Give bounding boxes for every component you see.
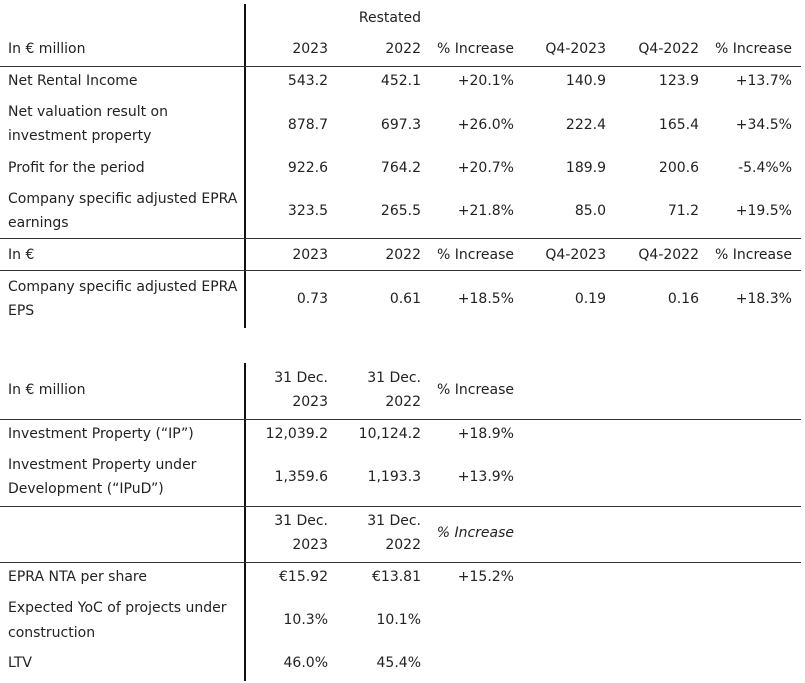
value-col-1: 46.0% (283, 655, 328, 671)
header-2-col-2-line-2: 2022 (385, 537, 421, 553)
row-label: LTV (8, 655, 33, 671)
value-q4-2022: 165.4 (658, 117, 699, 133)
value-2022: 0.61 (389, 291, 421, 307)
value-increase: +26.0% (457, 117, 514, 133)
value-2023: 543.2 (287, 73, 328, 89)
header-2-col-increase: % Increase (436, 525, 514, 541)
subheader-col-q4-2022: Q4-2022 (638, 247, 699, 263)
row-label-line-2: earnings (8, 215, 69, 231)
row-label-line-2: Development (“IPuD”) (8, 481, 164, 497)
value-q4-2023: 222.4 (565, 117, 606, 133)
header-col-increase: % Increase (437, 41, 514, 57)
value-2023: 878.7 (287, 117, 328, 133)
row-label-line-1: Expected YoC of projects under (8, 600, 227, 616)
row-label-line-2: construction (8, 625, 96, 641)
header-col-2-line-2: 2022 (385, 394, 421, 410)
value-col-1: 1,359.6 (274, 469, 328, 485)
header-2-rule-bottom (0, 562, 801, 563)
value-2022: 764.2 (380, 160, 421, 176)
header-col-1-line-2: 2023 (292, 394, 328, 410)
row-label: Investment Property (“IP”) (8, 426, 194, 442)
subheader-rule-bottom (0, 270, 801, 271)
value-increase: +20.7% (457, 160, 514, 176)
header-2-col-2-line-1: 31 Dec. (367, 513, 421, 529)
value-increase: +15.2% (457, 569, 514, 585)
value-2022: 697.3 (380, 117, 421, 133)
header-rule (0, 66, 801, 67)
header-col-q4-2022: Q4-2022 (638, 41, 699, 57)
value-q4-2023: 140.9 (565, 73, 606, 89)
row-label: Net Rental Income (8, 73, 138, 89)
header-col-2023: 2023 (292, 41, 328, 57)
value-q4-2022: 123.9 (658, 73, 699, 89)
value-2022: 265.5 (380, 203, 421, 219)
subheader-col-q4-2023: Q4-2023 (545, 247, 606, 263)
header-unit-label: In € million (8, 382, 86, 398)
value-col-2: 10,124.2 (358, 426, 421, 442)
value-q4-increase: +34.5% (735, 117, 792, 133)
value-q4-increase: +18.3% (735, 291, 792, 307)
header-unit-label: In € million (8, 41, 86, 57)
subheader-unit-label: In € (8, 247, 35, 263)
row-label: EPRA NTA per share (8, 569, 147, 585)
value-increase: +18.9% (457, 426, 514, 442)
header-rule (0, 419, 801, 420)
row-label: Profit for the period (8, 160, 145, 176)
subheader-col-q4-increase: % Increase (715, 247, 792, 263)
table-2-divider (244, 363, 246, 681)
value-q4-2023: 0.19 (574, 291, 606, 307)
value-q4-2022: 200.6 (658, 160, 699, 176)
value-increase: +13.9% (457, 469, 514, 485)
row-label-line-1: Company specific adjusted EPRA (8, 279, 238, 295)
value-2023: 922.6 (287, 160, 328, 176)
value-col-2: 45.4% (376, 655, 421, 671)
value-col-2: 10.1% (376, 612, 421, 628)
value-q4-increase: +13.7% (735, 73, 792, 89)
header-2-rule-top (0, 506, 801, 507)
restated-label: Restated (358, 10, 421, 26)
header-col-increase: % Increase (437, 382, 514, 398)
header-2-col-1-line-1: 31 Dec. (274, 513, 328, 529)
value-2022: 452.1 (380, 73, 421, 89)
value-q4-2023: 189.9 (565, 160, 606, 176)
value-q4-2022: 71.2 (667, 203, 699, 219)
header-col-2-line-1: 31 Dec. (367, 370, 421, 386)
value-increase: +18.5% (457, 291, 514, 307)
table-1-divider (244, 4, 246, 328)
header-col-q4-2023: Q4-2023 (545, 41, 606, 57)
value-col-1: 12,039.2 (265, 426, 328, 442)
value-col-1: €15.92 (279, 569, 328, 585)
value-increase: +21.8% (457, 203, 514, 219)
header-2-col-1-line-2: 2023 (292, 537, 328, 553)
value-2023: 0.73 (296, 291, 328, 307)
row-label-line-1: Company specific adjusted EPRA (8, 191, 238, 207)
subheader-rule-top (0, 238, 801, 239)
value-q4-increase: +19.5% (735, 203, 792, 219)
subheader-col-increase: % Increase (437, 247, 514, 263)
row-label-line-1: Investment Property under (8, 457, 197, 473)
subheader-col-2022: 2022 (385, 247, 421, 263)
value-q4-2023: 85.0 (574, 203, 606, 219)
value-increase: +20.1% (457, 73, 514, 89)
value-col-2: €13.81 (372, 569, 421, 585)
value-2023: 323.5 (287, 203, 328, 219)
header-col-q4-increase: % Increase (715, 41, 792, 57)
header-col-2022: 2022 (385, 41, 421, 57)
row-label-line-2: investment property (8, 128, 152, 144)
row-label-line-2: EPS (8, 303, 35, 319)
row-label-line-1: Net valuation result on (8, 104, 168, 120)
value-col-1: 10.3% (283, 612, 328, 628)
value-q4-increase: -5.4%% (738, 160, 792, 176)
value-col-2: 1,193.3 (367, 469, 421, 485)
header-col-1-line-1: 31 Dec. (274, 370, 328, 386)
value-q4-2022: 0.16 (667, 291, 699, 307)
subheader-col-2023: 2023 (292, 247, 328, 263)
